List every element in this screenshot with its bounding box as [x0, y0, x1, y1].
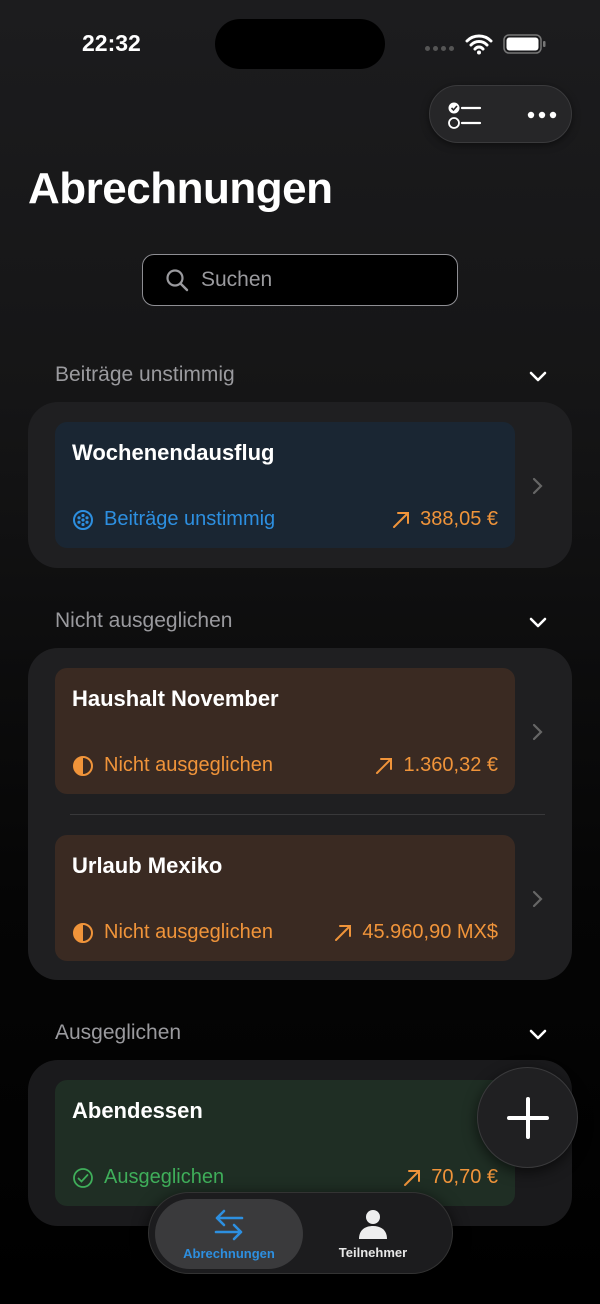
half-circle-icon — [73, 922, 93, 943]
item-name: Haushalt November — [72, 686, 279, 711]
checklist-icon[interactable] — [447, 100, 483, 130]
list-item[interactable]: Abendessen Ausgeglichen 70,70 € — [55, 1080, 515, 1206]
arrow-up-right-icon — [404, 1169, 421, 1186]
section-header-beitraege-unstimmig[interactable]: Beiträge unstimmig — [55, 363, 235, 386]
search-placeholder: Suchen — [201, 268, 273, 291]
list-item[interactable]: Haushalt November Nicht ausgeglichen 1.3… — [55, 668, 515, 794]
item-status: Ausgeglichen — [104, 1166, 225, 1188]
chevron-down-icon[interactable] — [528, 366, 548, 386]
arrow-up-right-icon — [376, 757, 393, 774]
item-status: Nicht ausgeglichen — [104, 921, 273, 943]
tab-label: Teilnehmer — [338, 1244, 408, 1260]
item-name: Abendessen — [72, 1098, 203, 1123]
tab-bar: Abrechnungen Teilnehmer — [148, 1192, 453, 1274]
page-title: Abrechnungen — [28, 164, 333, 213]
person-icon — [359, 1209, 387, 1239]
section-card: Wochenendausflug Beiträge unstimmig 388,… — [28, 402, 572, 568]
list-item[interactable]: Wochenendausflug Beiträge unstimmig 388,… — [55, 422, 515, 548]
chevron-right-icon — [532, 477, 543, 495]
half-circle-icon — [73, 755, 93, 776]
section-header-nicht-ausgeglichen[interactable]: Nicht ausgeglichen — [55, 609, 233, 632]
item-status: Nicht ausgeglichen — [104, 754, 273, 776]
dynamic-island — [215, 19, 385, 69]
plus-icon — [506, 1096, 549, 1139]
cellular-signal-icon — [425, 46, 454, 51]
contributions-mismatch-icon — [73, 509, 93, 530]
item-amount: 45.960,90 MX$ — [362, 921, 498, 943]
top-toolbar — [429, 85, 572, 143]
battery-icon — [503, 34, 546, 54]
status-time: 22:32 — [82, 30, 141, 56]
item-amount: 1.360,32 € — [403, 754, 498, 776]
item-amount: 388,05 € — [420, 508, 498, 530]
more-icon[interactable] — [527, 111, 557, 119]
section-header-ausgeglichen[interactable]: Ausgeglichen — [55, 1021, 182, 1044]
add-button[interactable] — [477, 1067, 578, 1168]
arrow-up-right-icon — [393, 511, 410, 528]
chevron-right-icon — [532, 723, 543, 741]
arrows-left-right-icon — [214, 1209, 244, 1240]
tab-label: Abrechnungen — [183, 1245, 275, 1261]
item-status: Beiträge unstimmig — [104, 508, 276, 530]
divider — [70, 814, 545, 815]
tab-teilnehmer[interactable]: Teilnehmer — [299, 1199, 447, 1269]
chevron-down-icon[interactable] — [528, 1024, 548, 1044]
search-icon — [166, 269, 189, 292]
item-name: Urlaub Mexiko — [72, 853, 223, 878]
chevron-right-icon — [532, 890, 543, 908]
search-input[interactable]: Suchen — [142, 254, 458, 306]
list-item[interactable]: Urlaub Mexiko Nicht ausgeglichen 45.960,… — [55, 835, 515, 961]
section-card: Haushalt November Nicht ausgeglichen 1.3… — [28, 648, 572, 980]
arrow-up-right-icon — [335, 924, 352, 941]
tab-abrechnungen[interactable]: Abrechnungen — [155, 1199, 303, 1269]
item-amount: 70,70 € — [431, 1166, 498, 1188]
chevron-down-icon[interactable] — [528, 612, 548, 632]
item-name: Wochenendausflug — [72, 440, 275, 465]
checkmark-circle-icon — [73, 1167, 93, 1188]
wifi-icon — [465, 34, 493, 55]
